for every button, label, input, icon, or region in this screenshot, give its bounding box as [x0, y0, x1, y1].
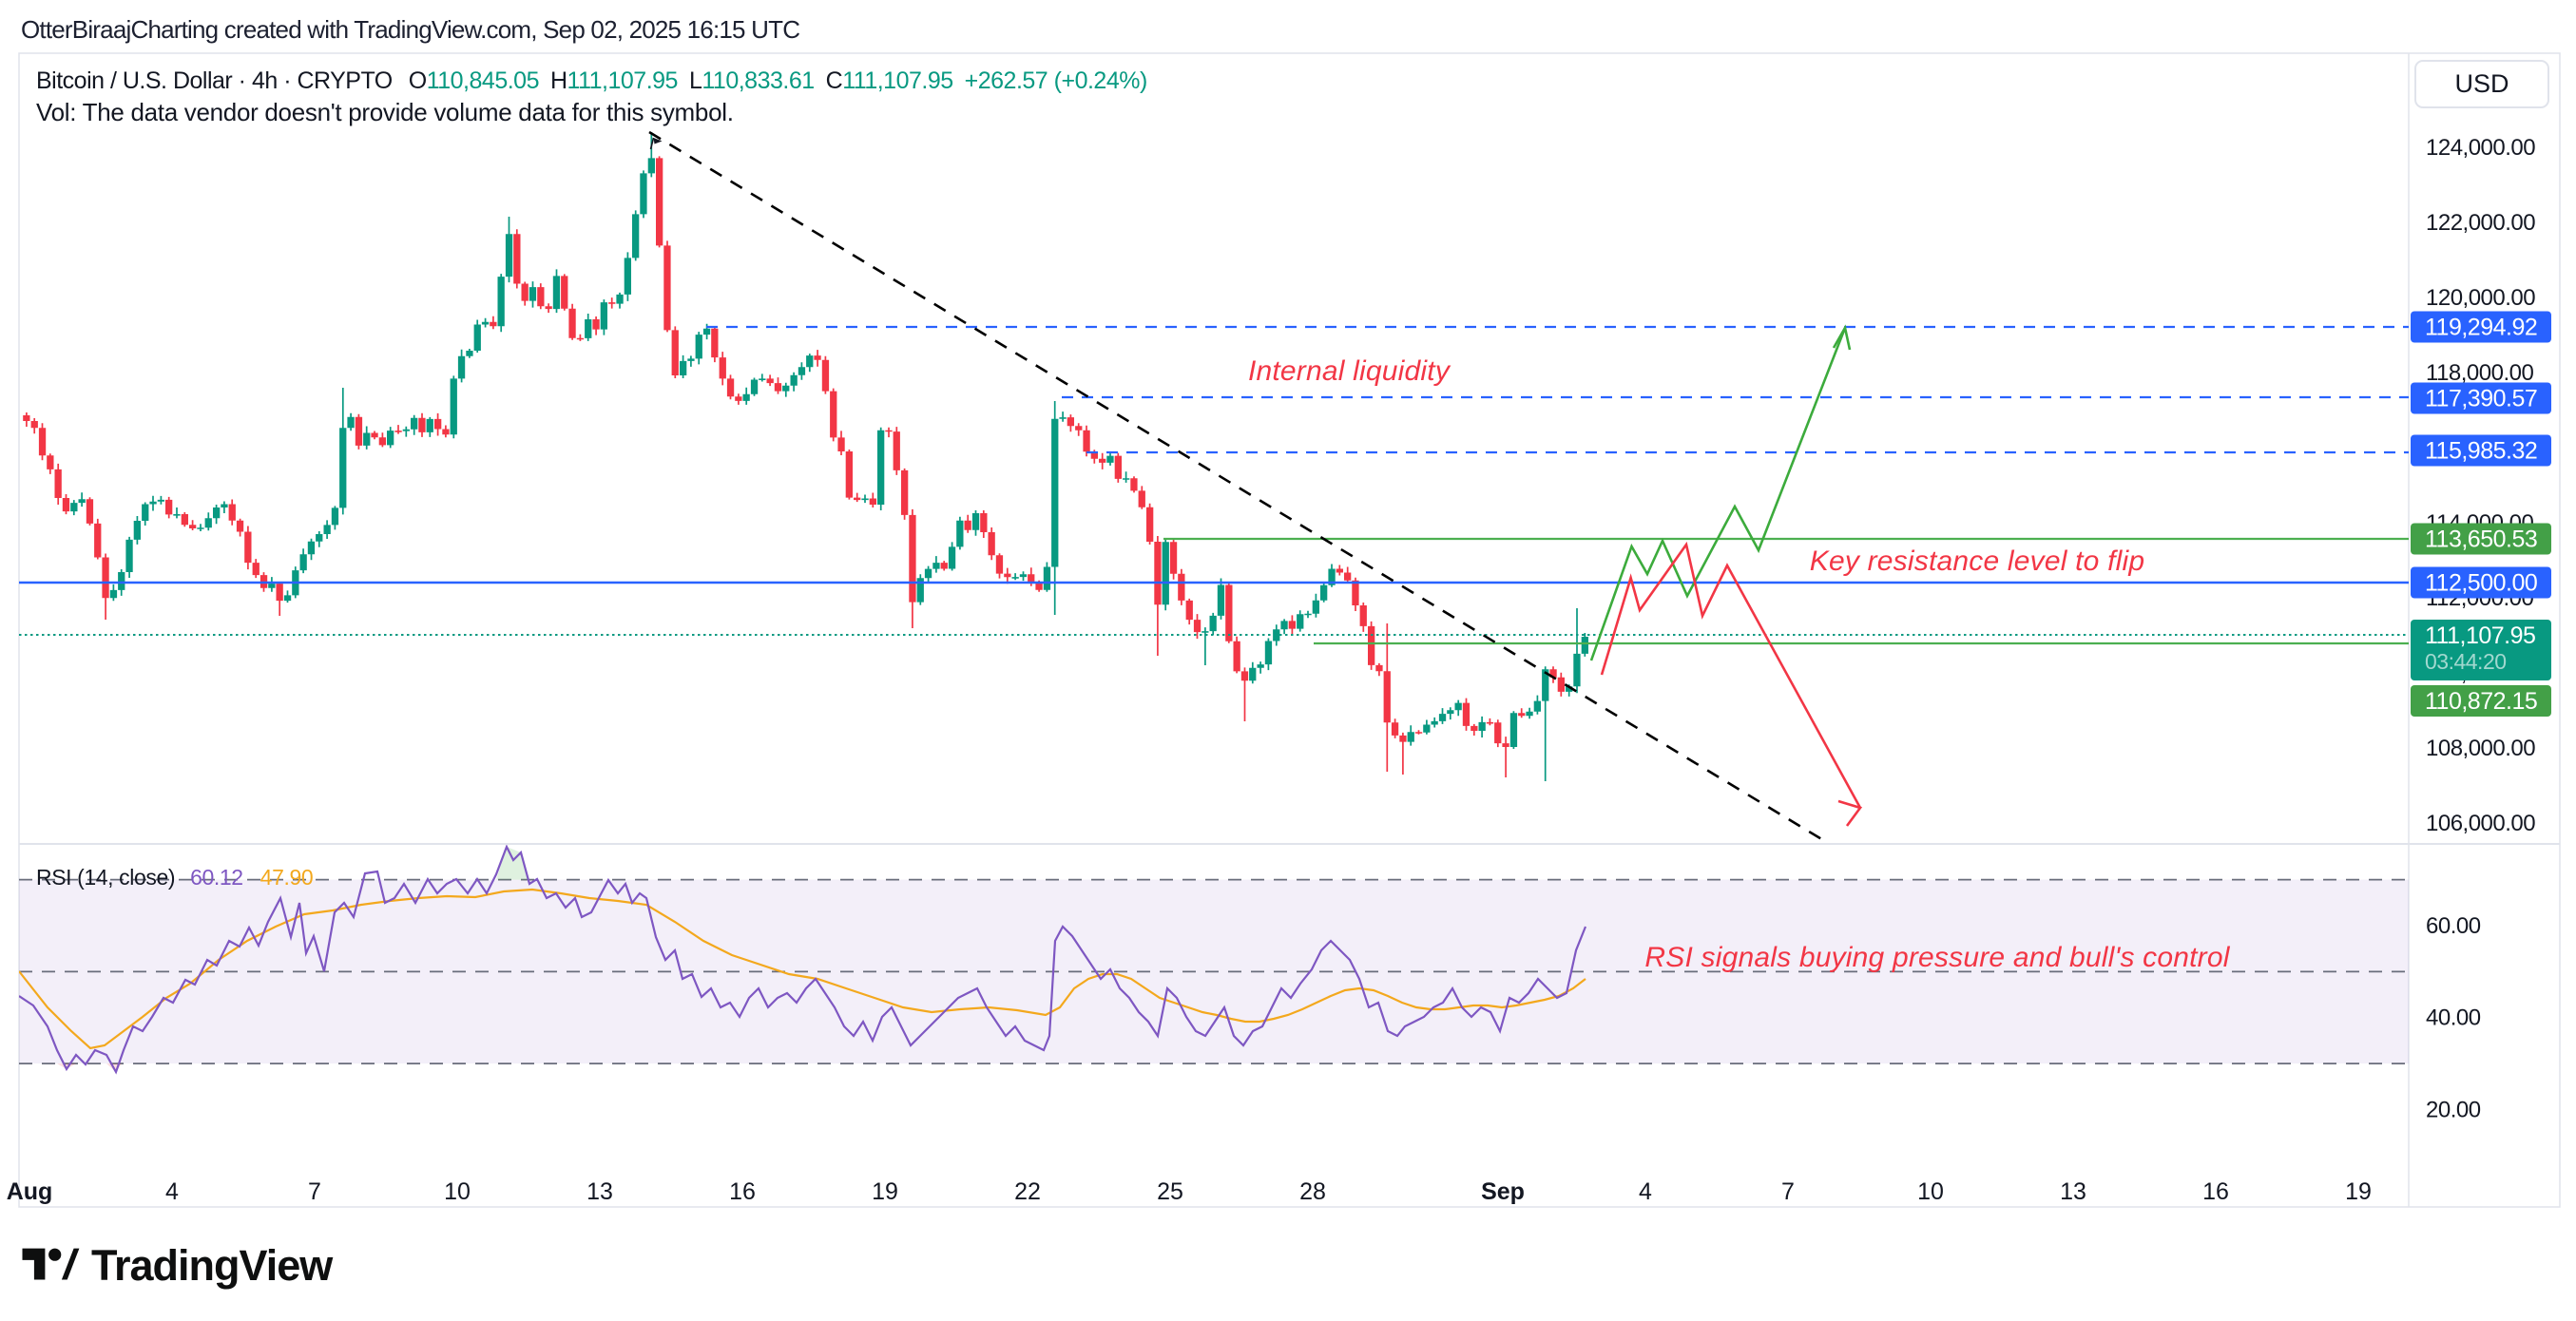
- svg-text:111,107.95: 111,107.95: [2425, 622, 2535, 649]
- svg-text:122,000.00: 122,000.00: [2426, 210, 2535, 236]
- svg-text:7: 7: [1781, 1178, 1795, 1205]
- svg-text:25: 25: [1157, 1178, 1183, 1205]
- svg-text:117,390.57: 117,390.57: [2425, 386, 2537, 412]
- svg-text:40.00: 40.00: [2426, 1005, 2481, 1031]
- svg-text:19: 19: [872, 1178, 898, 1205]
- svg-text:Vol: The data vendor doesn't p: Vol: The data vendor doesn't provide vol…: [36, 98, 734, 126]
- svg-text:Key resistance level to flip: Key resistance level to flip: [1810, 546, 2144, 577]
- svg-text:112,500.00: 112,500.00: [2425, 570, 2537, 597]
- svg-text:10: 10: [444, 1178, 471, 1205]
- svg-text:19: 19: [2345, 1178, 2372, 1205]
- svg-text:Sep: Sep: [1481, 1178, 1525, 1205]
- svg-text:113,650.53: 113,650.53: [2425, 526, 2537, 553]
- svg-text:RSI (14, close) 60.12 47.90: RSI (14, close) 60.12 47.90: [36, 865, 313, 890]
- svg-text:4: 4: [1639, 1178, 1652, 1205]
- svg-text:03:44:20: 03:44:20: [2425, 649, 2507, 674]
- svg-text:120,000.00: 120,000.00: [2426, 285, 2535, 311]
- svg-text:28: 28: [1299, 1178, 1326, 1205]
- svg-text:13: 13: [2060, 1178, 2086, 1205]
- svg-text:115,985.32: 115,985.32: [2425, 438, 2537, 465]
- svg-text:Internal liquidity: Internal liquidity: [1248, 355, 1451, 387]
- svg-text:108,000.00: 108,000.00: [2426, 736, 2535, 761]
- svg-text:13: 13: [586, 1178, 613, 1205]
- svg-text:7: 7: [308, 1178, 321, 1205]
- svg-text:Bitcoin / U.S. Dollar · 4h · C: Bitcoin / U.S. Dollar · 4h · CRYPTO O110,…: [36, 67, 1147, 94]
- svg-text:20.00: 20.00: [2426, 1097, 2481, 1122]
- svg-text:22: 22: [1014, 1178, 1041, 1205]
- svg-text:119,294.92: 119,294.92: [2425, 315, 2537, 341]
- svg-text:USD: USD: [2454, 69, 2509, 98]
- svg-text:124,000.00: 124,000.00: [2426, 135, 2535, 161]
- svg-text:106,000.00: 106,000.00: [2426, 811, 2535, 836]
- svg-text:4: 4: [165, 1178, 179, 1205]
- svg-text:OtterBiraajCharting created wi: OtterBiraajCharting created with Trading…: [21, 15, 799, 44]
- svg-text:16: 16: [729, 1178, 756, 1205]
- svg-text:Aug: Aug: [7, 1178, 53, 1205]
- svg-text:10: 10: [1917, 1178, 1944, 1205]
- svg-text:110,872.15: 110,872.15: [2425, 688, 2537, 715]
- svg-text:TradingView: TradingView: [91, 1241, 334, 1290]
- svg-text:RSI signals buying pressure an: RSI signals buying pressure and bull's c…: [1644, 942, 2230, 973]
- svg-text:118,000.00: 118,000.00: [2426, 360, 2533, 386]
- svg-text:60.00: 60.00: [2426, 913, 2481, 939]
- svg-text:16: 16: [2202, 1178, 2229, 1205]
